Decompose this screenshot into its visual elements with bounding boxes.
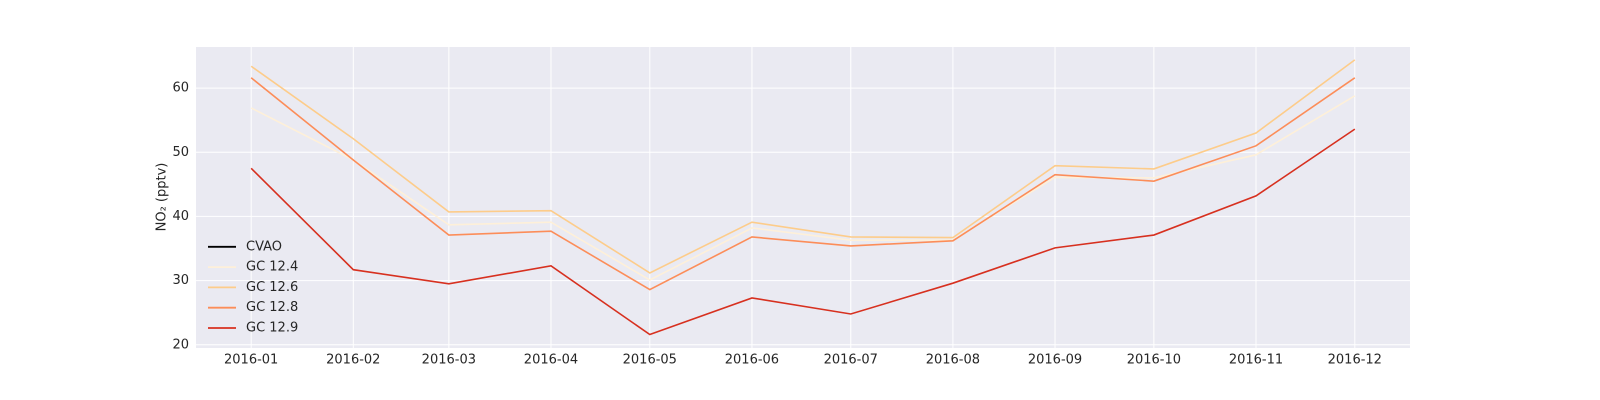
- x-tick-label: 2016-01: [224, 353, 278, 368]
- legend-label: GC 12.4: [246, 260, 298, 275]
- plot-area: [196, 47, 1410, 348]
- x-tick-label: 2016-05: [623, 353, 677, 368]
- line: [250, 77, 1356, 291]
- x-tick-label: 2016-03: [422, 353, 476, 368]
- y-tick-label: 20: [172, 337, 189, 352]
- x-tick-label: 2016-02: [326, 353, 380, 368]
- y-axis-label: NO₂ (pptv): [155, 163, 170, 232]
- y-tick-label: 30: [172, 273, 189, 288]
- x-tick-label: 2016-09: [1028, 353, 1082, 368]
- x-tick-label: 2016-12: [1328, 353, 1382, 368]
- line: [250, 95, 1356, 281]
- legend-label: GC 12.9: [246, 321, 298, 336]
- line: [250, 59, 1356, 274]
- x-tick-label: 2016-10: [1127, 353, 1181, 368]
- y-tick-label: 60: [172, 81, 189, 96]
- y-tick-label: 40: [172, 209, 189, 224]
- y-tick-label: 50: [172, 145, 189, 160]
- x-tick-label: 2016-07: [824, 353, 878, 368]
- legend-label: CVAO: [246, 239, 282, 254]
- legend-label: GC 12.8: [246, 300, 298, 315]
- x-tick-label: 2016-08: [926, 353, 980, 368]
- x-tick-label: 2016-06: [725, 353, 779, 368]
- legend-label: GC 12.6: [246, 280, 298, 295]
- x-tick-label: 2016-04: [524, 353, 578, 368]
- line: [250, 128, 1356, 336]
- x-tick-label: 2016-11: [1229, 353, 1283, 368]
